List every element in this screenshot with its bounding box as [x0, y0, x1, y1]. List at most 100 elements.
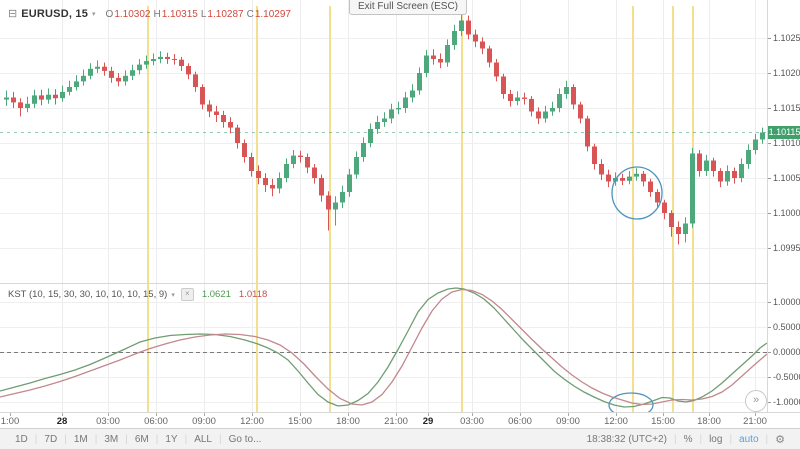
- time-tick-label: 06:00: [508, 416, 532, 427]
- range-button-1m[interactable]: 1M: [73, 433, 88, 445]
- candle-body: [81, 75, 86, 82]
- range-button-all[interactable]: ALL: [194, 433, 212, 445]
- candle-body: [662, 202, 667, 213]
- candle-body: [725, 171, 730, 182]
- auto-scale-button[interactable]: auto: [739, 433, 759, 445]
- percent-scale-button[interactable]: %: [683, 433, 693, 445]
- candle-body: [165, 56, 170, 59]
- time-tick-label: 03:00: [460, 416, 484, 427]
- log-scale-button[interactable]: log: [709, 433, 723, 445]
- candle-body: [508, 94, 513, 101]
- kst-tick-label: -1.0000: [772, 397, 800, 407]
- time-tick-label: 09:00: [556, 416, 580, 427]
- price-tick-label: 1.10200: [772, 68, 800, 78]
- range-button-7d[interactable]: 7D: [44, 433, 58, 445]
- candle-body: [529, 98, 534, 112]
- scroll-to-recent-button[interactable]: »: [745, 390, 767, 412]
- chevron-down-icon[interactable]: ▾: [92, 11, 96, 18]
- last-price-badge: 1.10115: [768, 126, 800, 139]
- chevron-down-icon[interactable]: ▾: [171, 291, 175, 299]
- candle-body: [207, 104, 212, 112]
- candle-body: [130, 70, 135, 76]
- candle-body: [60, 91, 65, 99]
- candle-body: [284, 164, 289, 178]
- ohlc-readout: O1.10302 H1.10315 L1.10287 C1.10297: [105, 8, 291, 20]
- kst-indicator-pane[interactable]: [0, 283, 767, 412]
- kst-signal-line: [0, 288, 767, 406]
- range-button-1y[interactable]: 1Y: [165, 433, 178, 445]
- candle-body: [277, 178, 282, 189]
- time-tick-mark: [663, 413, 664, 416]
- time-tick-label: 18:00: [697, 416, 721, 427]
- candle-body: [683, 223, 688, 234]
- candle-body: [137, 64, 142, 71]
- indicator-close-icon[interactable]: ×: [180, 288, 194, 301]
- candle-body: [95, 66, 100, 69]
- candle-body: [116, 77, 121, 82]
- candle-body: [25, 103, 30, 108]
- candle-body: [298, 155, 303, 157]
- candle-body: [18, 102, 23, 108]
- time-tick-mark: [709, 413, 710, 416]
- gear-icon[interactable]: ⚙: [775, 433, 785, 446]
- range-button-6m[interactable]: 6M: [134, 433, 149, 445]
- price-tick-label: 1.10150: [772, 103, 800, 113]
- candle-body: [382, 118, 387, 122]
- price-tick-label: 1.10250: [772, 33, 800, 43]
- candle-body: [760, 132, 765, 140]
- goto-button[interactable]: Go to...: [228, 433, 262, 445]
- candle-body: [193, 74, 198, 87]
- candle-body: [403, 97, 408, 108]
- time-tick-label: 21:00: [384, 416, 408, 427]
- pane-separator[interactable]: [0, 283, 767, 284]
- kst-value: 1.0621: [201, 289, 231, 300]
- candle-body: [676, 227, 681, 234]
- time-tick-mark: [568, 413, 569, 416]
- time-tick-label: 09:00: [192, 416, 216, 427]
- candle-body: [599, 164, 604, 175]
- candle-body: [550, 108, 555, 112]
- candle-body: [172, 59, 177, 60]
- time-tick-mark: [300, 413, 301, 416]
- time-tick-mark: [616, 413, 617, 416]
- candle-body: [487, 48, 492, 63]
- time-tick-label: 18:00: [336, 416, 360, 427]
- candle-body: [620, 178, 625, 181]
- candle-body: [235, 127, 240, 143]
- candle-body: [186, 66, 191, 75]
- candle-body: [592, 146, 597, 164]
- exit-fullscreen-tooltip: Exit Full Screen (ESC): [348, 0, 468, 15]
- candle-body: [557, 94, 562, 108]
- symbol-title[interactable]: EURUSD, 15: [21, 8, 89, 20]
- candle-body: [669, 213, 674, 227]
- candle-body: [501, 76, 506, 94]
- candle-body: [361, 143, 366, 157]
- candle-body: [711, 160, 716, 171]
- candle-body: [480, 41, 485, 49]
- kst-tick-label: 0.5000: [773, 322, 800, 332]
- candle-body: [606, 174, 611, 182]
- time-tick-mark: [396, 413, 397, 416]
- clock[interactable]: 18:38:32 (UTC+2): [586, 433, 667, 445]
- candle-body: [347, 174, 352, 192]
- candle-body: [718, 171, 723, 182]
- kst-line: [0, 287, 767, 408]
- candle-body: [319, 178, 324, 196]
- candle-body: [368, 129, 373, 143]
- price-axis[interactable]: 1.10115 1.10250 1.10200 1.10150 1.10100 1.10…: [767, 0, 800, 412]
- main-price-chart[interactable]: [0, 0, 767, 283]
- range-button-1d[interactable]: 1D: [15, 433, 28, 445]
- candle-body: [333, 202, 338, 210]
- range-button-3m[interactable]: 3M: [104, 433, 119, 445]
- candle-body: [746, 150, 751, 164]
- candle-body: [214, 111, 219, 115]
- candle-body: [522, 97, 527, 99]
- candle-body: [543, 111, 548, 119]
- candle-body: [732, 171, 737, 178]
- indicator-title[interactable]: KST (10, 15, 30, 30, 10, 10, 10, 15, 9): [8, 289, 168, 300]
- candle-body: [739, 164, 744, 178]
- time-axis[interactable]: 1:00 28 03:00 06:00 09:00 12:00 15:00 18:00 21:0…: [0, 412, 800, 429]
- collapse-pane-icon[interactable]: ⊟: [8, 8, 18, 20]
- time-tick-mark: [755, 413, 756, 416]
